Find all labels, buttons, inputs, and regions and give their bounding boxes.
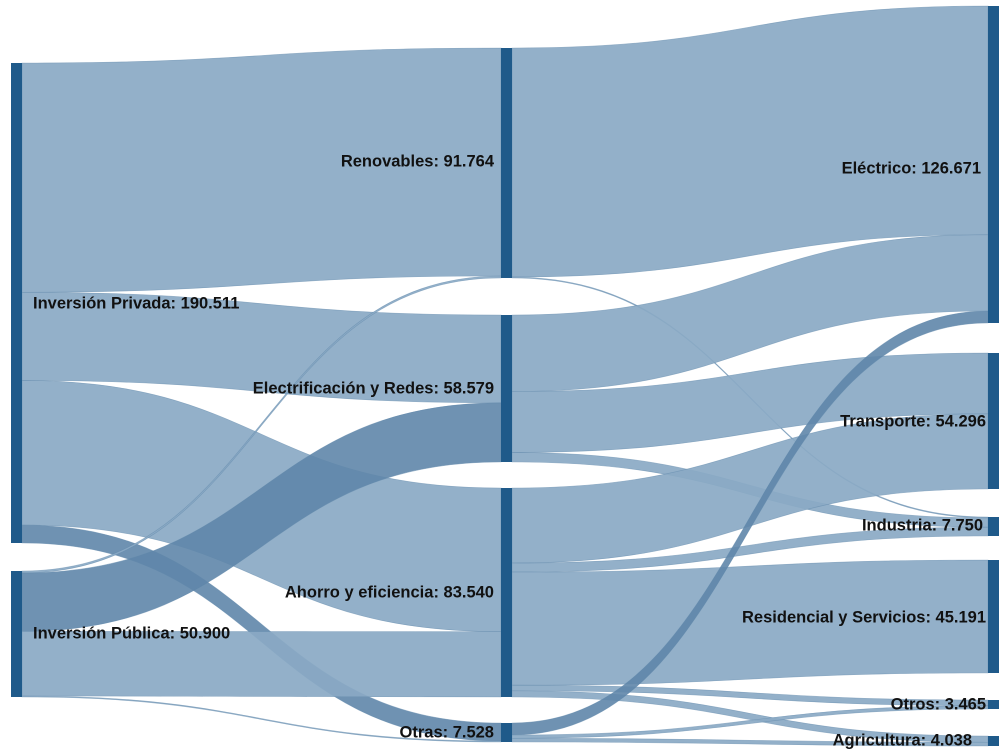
node-aho bbox=[501, 488, 512, 697]
label-otr: Otras: 7.528 bbox=[400, 723, 494, 741]
node-tra bbox=[988, 353, 999, 489]
label-tra: Transporte: 54.296 bbox=[840, 412, 986, 430]
node-ele bbox=[501, 315, 512, 462]
node-res bbox=[988, 560, 999, 673]
label-elc: Eléctrico: 126.671 bbox=[842, 159, 981, 177]
node-ren bbox=[501, 48, 512, 278]
node-ind bbox=[988, 517, 999, 536]
label-pub: Inversión Pública: 50.900 bbox=[33, 624, 230, 642]
node-otr bbox=[501, 723, 512, 742]
label-ele: Electrificación y Redes: 58.579 bbox=[253, 379, 494, 397]
label-aho: Ahorro y eficiencia: 83.540 bbox=[285, 583, 494, 601]
node-oto bbox=[988, 700, 999, 709]
labels-layer: Inversión Privada: 190.511 Inversión Públ… bbox=[33, 152, 986, 749]
links-layer bbox=[21, 5, 989, 747]
label-oto: Otros: 3.465 bbox=[891, 695, 986, 713]
nodes-layer bbox=[11, 6, 999, 746]
node-pub bbox=[11, 571, 22, 697]
node-agr bbox=[988, 736, 999, 746]
label-agr: Agricultura: 4.038 bbox=[833, 731, 972, 749]
label-ind: Industria: 7.750 bbox=[862, 516, 983, 534]
link-ren-elc bbox=[511, 5, 989, 278]
node-elc bbox=[988, 6, 999, 323]
label-ren: Renovables: 91.764 bbox=[341, 152, 495, 170]
node-priv bbox=[11, 63, 22, 543]
label-res: Residencial y Servicios: 45.191 bbox=[742, 608, 986, 626]
label-priv: Inversión Privada: 190.511 bbox=[33, 294, 239, 312]
